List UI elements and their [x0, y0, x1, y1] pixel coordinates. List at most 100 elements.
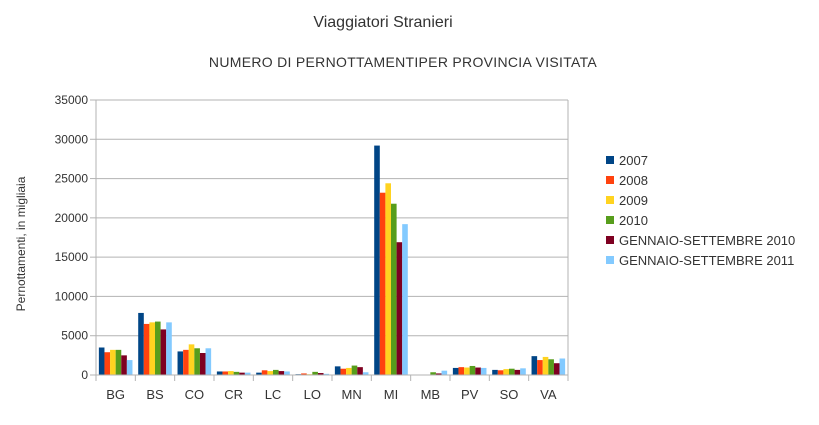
- x-tick-label: CO: [185, 387, 205, 402]
- bar: [166, 322, 172, 375]
- legend-label: 2009: [619, 193, 648, 208]
- legend-label: 2008: [619, 173, 648, 188]
- x-tick-label: MI: [384, 387, 398, 402]
- bar: [559, 358, 566, 375]
- chart-title: Viaggiatori Stranieri: [313, 14, 452, 31]
- bar: [138, 312, 144, 375]
- bar: [452, 367, 459, 375]
- legend-label: 2010: [619, 213, 648, 228]
- bar: [244, 372, 251, 375]
- bar: [205, 348, 212, 375]
- x-tick-label: LO: [304, 387, 321, 402]
- bar: [155, 321, 161, 375]
- bar: [115, 349, 122, 375]
- y-tick-label: 25000: [55, 172, 89, 186]
- bar: [402, 224, 408, 375]
- bar: [256, 372, 262, 375]
- legend-swatch: [606, 176, 614, 184]
- y-tick-label: 35000: [55, 93, 89, 107]
- x-tick-label: BS: [146, 387, 164, 402]
- bar: [98, 347, 105, 375]
- bars: [98, 145, 566, 375]
- bar: [284, 371, 290, 375]
- bar: [216, 371, 223, 375]
- bar: [391, 203, 397, 375]
- bar: [267, 371, 273, 375]
- bar: [222, 371, 229, 375]
- bar: [239, 372, 245, 375]
- y-tick-label: 5000: [61, 329, 88, 343]
- bar: [379, 192, 386, 375]
- bar: [435, 373, 442, 375]
- bar: [346, 367, 352, 375]
- bar: [480, 367, 487, 375]
- bar: [143, 323, 150, 375]
- legend-label: GENNAIO-SETTEMBRE 2010: [619, 233, 795, 248]
- bar: [514, 369, 521, 375]
- bar: [441, 370, 448, 375]
- bar: [233, 371, 240, 375]
- bar: [351, 365, 358, 375]
- x-tick-label: BG: [106, 387, 125, 402]
- bar: [458, 367, 465, 375]
- bar: [228, 371, 234, 375]
- x-tick-label: MN: [342, 387, 362, 402]
- bar: [121, 355, 127, 375]
- bar: [531, 356, 538, 375]
- bar: [475, 367, 481, 375]
- bar: [317, 373, 324, 375]
- bar: [542, 356, 549, 375]
- bar: [537, 360, 543, 375]
- bar: [273, 369, 279, 375]
- y-tick-label: 10000: [55, 289, 89, 303]
- x-tick-label: CR: [224, 387, 243, 402]
- bar: [183, 349, 189, 375]
- chart-subtitle: NUMERO DI PERNOTTAMENTIPER PROVINCIA VIS…: [209, 54, 598, 70]
- axes: 0 5000 10000 15000 20000 25000 30000 35000 BG BS C…: [55, 93, 569, 402]
- y-tick-label: 0: [81, 368, 88, 382]
- bar: [126, 360, 133, 375]
- bar: [503, 369, 509, 375]
- bar: [385, 183, 391, 375]
- legend-swatch: [606, 196, 614, 204]
- legend-swatch: [606, 216, 614, 224]
- legend: 2007 2008 2009 2010 GENNAIO-SETTEMBRE 2010 GE…: [606, 153, 795, 268]
- x-tick-label: MB: [421, 387, 441, 402]
- bar: [301, 373, 307, 375]
- y-tick-label: 15000: [55, 250, 89, 264]
- bar: [374, 145, 380, 375]
- bar: [261, 370, 268, 375]
- bar: [340, 368, 347, 375]
- legend-swatch: [606, 156, 614, 164]
- legend-swatch: [606, 236, 614, 244]
- legend-label: 2007: [619, 153, 648, 168]
- legend-label: GENNAIO-SETTEMBRE 2011: [619, 253, 794, 268]
- bar: [323, 373, 330, 375]
- bar: [149, 322, 155, 375]
- bar: [177, 351, 184, 375]
- bar: [199, 353, 206, 375]
- legend-swatch: [606, 256, 614, 264]
- x-tick-label: LC: [265, 387, 282, 402]
- bar: [312, 371, 318, 375]
- bar: [110, 349, 116, 375]
- bar: [509, 368, 515, 375]
- y-tick-label: 20000: [55, 211, 89, 225]
- bar: [464, 367, 470, 375]
- bar: [492, 369, 498, 375]
- bar: [278, 371, 285, 375]
- bar: [357, 367, 363, 375]
- bar: [160, 329, 167, 375]
- bar: [104, 352, 111, 375]
- gridlines: [96, 99, 568, 376]
- bar: [497, 370, 504, 375]
- bar: [520, 368, 526, 375]
- x-tick-label: PV: [461, 387, 479, 402]
- y-axis-label: Pernottamenti, in migliaia: [14, 176, 28, 311]
- bar: [548, 359, 554, 375]
- bar: [362, 372, 369, 375]
- bar: [194, 348, 200, 375]
- bar: [553, 363, 560, 375]
